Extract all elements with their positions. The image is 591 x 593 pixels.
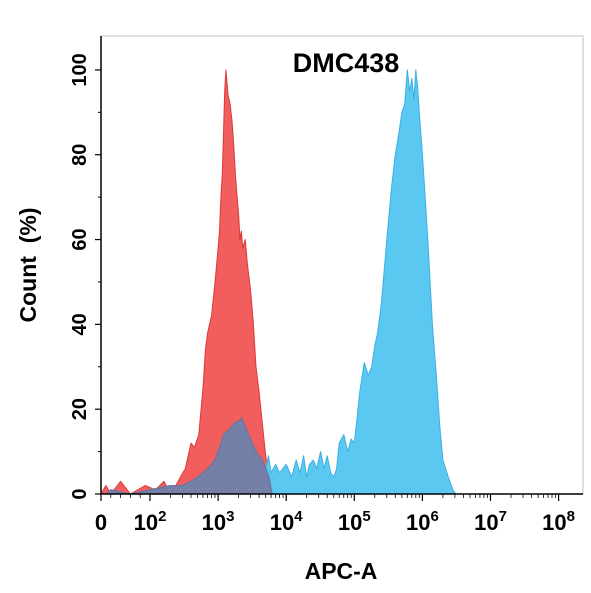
axes-layer	[100, 36, 583, 495]
chart-title: DMC438	[293, 48, 400, 78]
y-tick-label: 60	[69, 228, 91, 250]
x-tick-label: 104	[270, 508, 303, 535]
plot-frame	[100, 35, 584, 495]
series-area-3	[100, 417, 273, 495]
y-axis-title: Count (%)	[15, 208, 41, 323]
series-area-2	[100, 69, 457, 495]
ticks-layer: 0 20 40 60 80 100 0 102 103 104 105 106 107 108	[69, 53, 575, 535]
x-tick-label: 107	[474, 508, 507, 535]
series-layer	[100, 69, 457, 495]
y-tick-label: 100	[69, 53, 91, 86]
x-tick-label: 0	[95, 510, 107, 535]
y-tick-label: 20	[69, 398, 91, 420]
y-tick-label: 40	[69, 313, 91, 335]
x-tick-label: 103	[202, 508, 235, 535]
x-tick-label: 106	[406, 508, 439, 535]
y-tick-label: 0	[69, 488, 91, 499]
y-tick-label: 80	[69, 144, 91, 166]
x-tick-label: 108	[542, 508, 575, 535]
x-axis-title: APC-A	[305, 558, 378, 584]
x-tick-label: 105	[338, 508, 371, 535]
x-tick-label: 102	[134, 508, 167, 535]
